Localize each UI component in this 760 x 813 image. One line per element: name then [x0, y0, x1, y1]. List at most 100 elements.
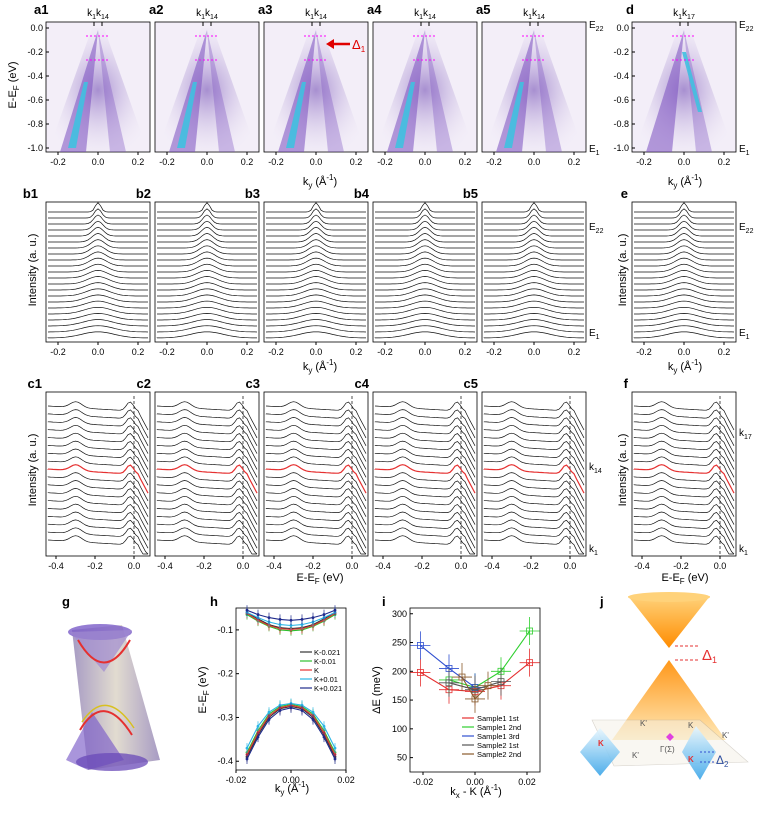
mdc-curve	[266, 233, 366, 243]
x-tick-label: 0.0	[419, 347, 432, 357]
h-point	[278, 623, 282, 627]
mdc-curve	[484, 239, 584, 249]
right-label-e22-sub: 22	[596, 26, 604, 33]
edc-curve-highlight	[156, 464, 258, 494]
mdc-curve	[634, 214, 734, 225]
edc-curve	[156, 409, 258, 439]
mdc-curve	[375, 276, 475, 285]
x-tick-label: 0.0	[128, 561, 141, 571]
panel-label-a1: a1	[34, 2, 48, 17]
h-ylabel: E-EF (eV)	[197, 666, 211, 713]
top-marker-label: k1k14	[414, 8, 436, 21]
x-tick-label: -0.2	[486, 157, 502, 167]
edc-curve-highlight	[483, 464, 585, 494]
top-marker-k2-sub: 14	[210, 14, 218, 21]
delta1-main: Δ	[352, 37, 361, 52]
x-tick-label: 0.2	[241, 347, 254, 357]
mdc-curve	[157, 319, 257, 327]
mdc-curve	[157, 214, 257, 225]
edc-curve	[633, 519, 735, 549]
row-b-xlabel: ky (Å-1)	[303, 358, 337, 375]
mdc-curve	[48, 270, 148, 279]
edc-curve	[633, 488, 735, 517]
right-label-e1-sub: 1	[596, 334, 600, 341]
i-y-tick-label: 50	[397, 753, 407, 763]
x-tick-label: 0.2	[718, 157, 731, 167]
mdc-curve	[634, 276, 734, 285]
y-tick-label: -0.4	[613, 71, 629, 81]
top-marker-label: k1k14	[196, 8, 218, 21]
i-point	[416, 669, 424, 676]
i-y-tick-label: 200	[392, 666, 407, 676]
panel-label-d: d	[626, 2, 634, 17]
edc-curve	[47, 535, 148, 555]
mdc-curve	[634, 300, 734, 309]
h-point	[333, 746, 337, 750]
mdc-panel-b1: b1 -0.2 0.0 0.2	[23, 186, 151, 357]
h-point	[256, 613, 260, 616]
i-legend-label: Sample1 1st	[477, 714, 520, 723]
x-tick-label: 0.0	[564, 561, 577, 571]
right-label-k1-main: k	[589, 544, 595, 555]
mdc-curve	[266, 288, 366, 297]
edc-curve	[374, 409, 476, 439]
h-y-tick-label: -0.4	[217, 756, 233, 766]
x-tick-label: 0.0	[678, 347, 691, 357]
edc-curve	[483, 495, 585, 525]
mdc-curve	[157, 288, 257, 297]
spectrum-left-branch	[387, 30, 425, 152]
mdc-curve	[484, 270, 584, 279]
j-top-cone-rim	[628, 592, 710, 602]
spectrum-hot-band	[68, 82, 88, 148]
x-tick-label: -0.4	[375, 561, 391, 571]
mdc-curve	[266, 276, 366, 285]
mdc-curve	[265, 331, 366, 339]
edc-frame	[481, 391, 587, 557]
mdc-curve	[634, 226, 734, 237]
edc-curve	[483, 432, 585, 462]
x-tick-label: -0.2	[87, 561, 103, 571]
row-b-ylabel: Intensity (a. u.)	[27, 234, 39, 307]
edc-curve	[265, 503, 367, 533]
x-tick-label: -0.2	[196, 561, 212, 571]
h-legend-label: K	[314, 666, 319, 675]
right-label-e1-main: E	[739, 328, 746, 339]
top-marker-k1-sub: 1	[201, 14, 205, 21]
edc-curve	[633, 417, 735, 446]
mdc-curve	[484, 208, 584, 219]
right-label-e22-sub: 22	[746, 228, 754, 235]
edc-panel-c3: c3 -0.4 -0.2 0.0	[246, 376, 369, 571]
panel-label-c3: c3	[246, 376, 260, 391]
edc-curve	[633, 503, 735, 533]
y-tick-label: -0.4	[27, 71, 43, 81]
edc-curve	[633, 409, 735, 439]
x-tick-label: -0.4	[157, 561, 173, 571]
edc-curve	[156, 401, 258, 431]
top-marker-k1: k	[673, 8, 679, 19]
h-point	[311, 710, 315, 714]
mdc-curve	[266, 226, 366, 237]
mdc-curve	[157, 270, 257, 279]
g-bottom-ellipse	[76, 753, 148, 771]
top-marker-k2-sub: 14	[319, 14, 327, 21]
x-tick-label: 0.2	[459, 347, 472, 357]
edc-curve	[47, 472, 149, 502]
x-tick-label: -0.4	[484, 561, 500, 571]
x-tick-label: 0.0	[419, 157, 432, 167]
mdc-curve	[157, 282, 257, 291]
edc-curve	[156, 519, 258, 549]
row-c-ylabel: Intensity (a. u.)	[27, 434, 39, 507]
spectrum-left-branch	[169, 30, 207, 152]
mdc-curve	[157, 313, 257, 321]
right-label-k1: k1	[589, 544, 598, 557]
y-tick-label: -0.6	[27, 95, 43, 105]
edc-panel-c4: c4 -0.4 -0.2 0.0	[355, 376, 478, 571]
right-label-e22-sub: 22	[746, 26, 754, 33]
mdc-curve	[634, 202, 734, 213]
x-tick-label: -0.4	[266, 561, 282, 571]
mdc-curve	[48, 251, 148, 261]
mdc-curve	[375, 294, 475, 303]
g-red-band-lower	[79, 710, 133, 736]
mdc-panel-b4: b4 -0.2 0.0 0.2	[354, 186, 478, 357]
right-label-k1-sub: 1	[594, 550, 598, 557]
